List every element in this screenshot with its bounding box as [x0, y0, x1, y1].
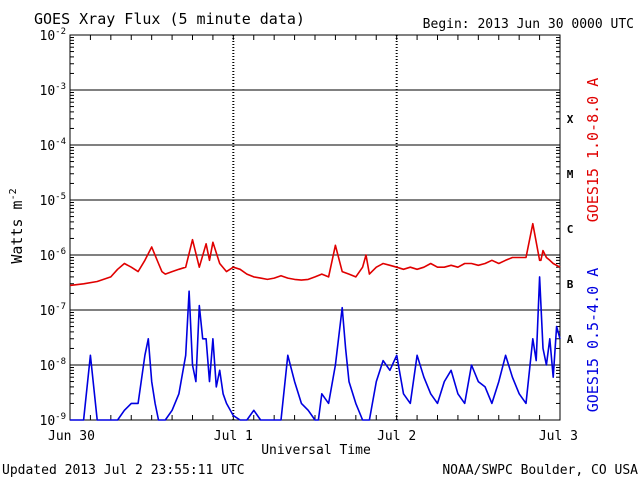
series-label-short: GOES15 0.5-4.0 A: [584, 268, 602, 413]
y-tick-label: 10-9: [40, 412, 67, 429]
y-tick-label: 10-2: [40, 27, 67, 44]
y-tick-label: 10-6: [40, 247, 67, 264]
y-tick-label: 10-8: [40, 357, 67, 374]
x-tick-label: Jul 3: [539, 429, 578, 444]
flare-class-label: A: [567, 333, 574, 346]
y-tick-label: 10-5: [40, 192, 67, 209]
x-tick-label: Jul 2: [377, 429, 416, 444]
flare-class-label: M: [567, 168, 574, 181]
footer-source: NOAA/SWPC Boulder, CO USA: [442, 463, 638, 478]
x-tick-label: Jun 30: [48, 429, 95, 444]
series-line-2: [70, 276, 561, 421]
begin-label: Begin: 2013 Jun 30 0000 UTC: [423, 17, 634, 32]
y-axis-label: Watts m-2: [8, 188, 26, 263]
y-tick-label: 10-3: [40, 82, 67, 99]
chart-title: GOES Xray Flux (5 minute data): [34, 10, 305, 28]
flare-class-label: C: [567, 223, 574, 236]
series-label-long: GOES15 1.0-8.0 A: [584, 78, 602, 223]
x-axis-label: Universal Time: [261, 443, 371, 458]
y-tick-label: 10-4: [40, 137, 67, 154]
series-line-1: [69, 222, 561, 287]
x-tick-label: Jul 1: [214, 429, 253, 444]
flare-class-label: B: [567, 278, 574, 291]
footer-updated: Updated 2013 Jul 2 23:55:11 UTC: [2, 463, 245, 478]
y-tick-label: 10-7: [40, 302, 67, 319]
flare-class-label: X: [567, 113, 574, 126]
